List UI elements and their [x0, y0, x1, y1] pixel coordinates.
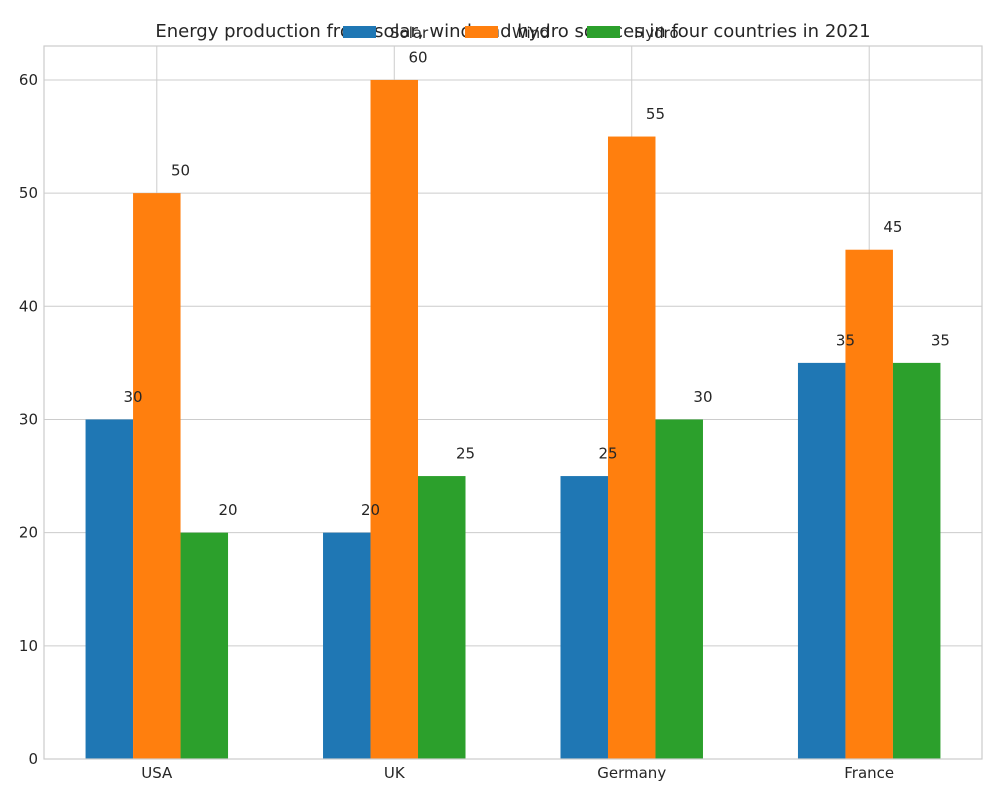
- y-tick-label: 60: [19, 71, 38, 89]
- data-label: 25: [456, 444, 475, 462]
- y-axis-ticks: 0 10 20 30 40 50 60: [19, 71, 38, 768]
- y-tick-label: 50: [19, 184, 38, 202]
- data-label: 55: [646, 105, 665, 123]
- chart-title: Energy production from solar, wind and h…: [155, 21, 870, 42]
- bar-wind-germany: [607, 136, 656, 760]
- bar-solar-germany: [560, 476, 608, 759]
- bar-solar-usa: [85, 419, 134, 759]
- data-label: 60: [408, 48, 427, 66]
- bar-solar-france: [797, 362, 846, 759]
- legend-label-hydro: Hydro: [634, 24, 679, 42]
- data-label: 20: [218, 501, 237, 519]
- data-label: 20: [361, 501, 380, 519]
- bar-wind-france: [845, 249, 893, 759]
- x-tick-label: UK: [384, 764, 406, 782]
- bar-hydro-germany: [655, 419, 703, 759]
- y-tick-label: 0: [28, 750, 38, 768]
- x-axis-ticks: USA UK Germany France: [141, 764, 894, 782]
- data-label: 30: [124, 388, 143, 406]
- data-label: 35: [836, 331, 855, 349]
- y-tick-label: 20: [19, 524, 38, 542]
- bars: [85, 79, 941, 760]
- x-tick-label: USA: [141, 764, 173, 782]
- data-label: 25: [598, 444, 617, 462]
- data-labels: 30 20 25 35 50 60 55 45 20 25 30 35: [124, 48, 950, 519]
- legend-label-solar: Solar: [390, 24, 429, 42]
- bar-hydro-usa: [180, 532, 229, 759]
- bar-wind-usa: [133, 193, 181, 760]
- legend-swatch-solar: [343, 26, 376, 38]
- x-tick-label: France: [844, 764, 894, 782]
- data-label: 35: [931, 331, 950, 349]
- data-label: 50: [171, 161, 190, 179]
- y-tick-label: 10: [19, 637, 38, 655]
- bar-hydro-uk: [418, 476, 466, 759]
- data-label: 45: [883, 218, 902, 236]
- data-label: 30: [693, 388, 712, 406]
- legend-swatch-wind: [465, 26, 498, 38]
- legend-swatch-hydro: [587, 26, 620, 38]
- bar-hydro-france: [892, 362, 941, 759]
- y-tick-label: 30: [19, 410, 38, 428]
- legend: Solar Wind Hydro: [343, 24, 679, 42]
- bar-solar-uk: [323, 532, 371, 759]
- bar-wind-uk: [370, 79, 419, 759]
- y-tick-label: 40: [19, 297, 38, 315]
- x-tick-label: Germany: [597, 764, 666, 782]
- plot-frame: [43, 45, 983, 760]
- legend-label-wind: Wind: [512, 24, 550, 42]
